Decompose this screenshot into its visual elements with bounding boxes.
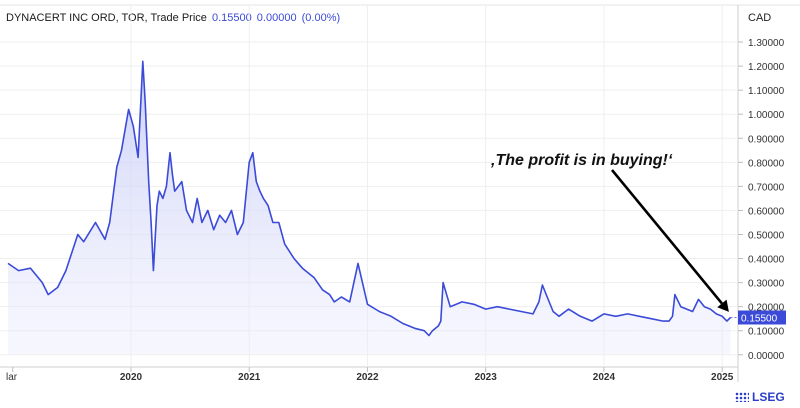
logo-text: LSEG [752,390,785,404]
y-tick-label: 1.20000 [748,62,785,73]
x-tick-label: 2024 [593,372,616,383]
price-line [7,60,732,337]
y-tick-label: 0.50000 [748,230,785,241]
price-area-fill [8,61,731,355]
annotation-arrow [610,169,729,312]
x-axis: lar 2020 2021 2022 2023 2024 2025 [6,367,734,383]
x-tick-label: 2025 [711,372,734,383]
header-price: 0.15500 [211,12,252,24]
header-change-pct: (0.00%) [301,12,341,24]
x-tick-label: 2022 [356,372,379,383]
price-tag-label: 0.15500 [741,313,778,324]
y-tick-label: 1.10000 [748,86,785,97]
y-tick-label: 0.90000 [748,134,785,145]
header-change: 0.00000 [256,12,297,24]
y-axis: 0.00000 0.10000 0.20000 0.30000 0.40000 0.500… [738,38,785,362]
logo-mark-icon [735,392,749,402]
chart-header: DYNACERT INC ORD, TOR, Trade Price 0.155… [6,12,340,24]
price-area [7,60,732,355]
arrow-head [717,299,729,312]
x-tick-label: 2020 [120,372,143,383]
y-tick-label: 0.20000 [748,303,785,314]
y-tick-label: 0.40000 [748,255,785,266]
x-tick-label: 2023 [475,372,498,383]
y-tick-label: 0.80000 [748,158,785,169]
arrow-shaft [610,169,723,305]
y-tick-label: 0.00000 [748,351,785,362]
y-tick-label: 1.00000 [748,110,785,121]
price-tag-box [738,310,786,325]
last-price-tag: 0.15500 [730,310,786,325]
annotation-text: ‚The profit is in buying!‘ [491,152,673,169]
currency-label: CAD [748,12,772,24]
y-tick-label: 0.70000 [748,182,785,193]
lseg-logo: LSEG [735,390,785,404]
y-tick-label: 0.30000 [748,279,785,290]
instrument-name: DYNACERT INC ORD, TOR, Trade Price [6,12,207,24]
x-tick-label: 2021 [238,372,261,383]
x-tick-label: lar [6,372,18,383]
y-tick-label: 0.10000 [748,327,785,338]
y-tick-label: 1.30000 [748,38,785,49]
y-tick-label: 0.60000 [748,206,785,217]
